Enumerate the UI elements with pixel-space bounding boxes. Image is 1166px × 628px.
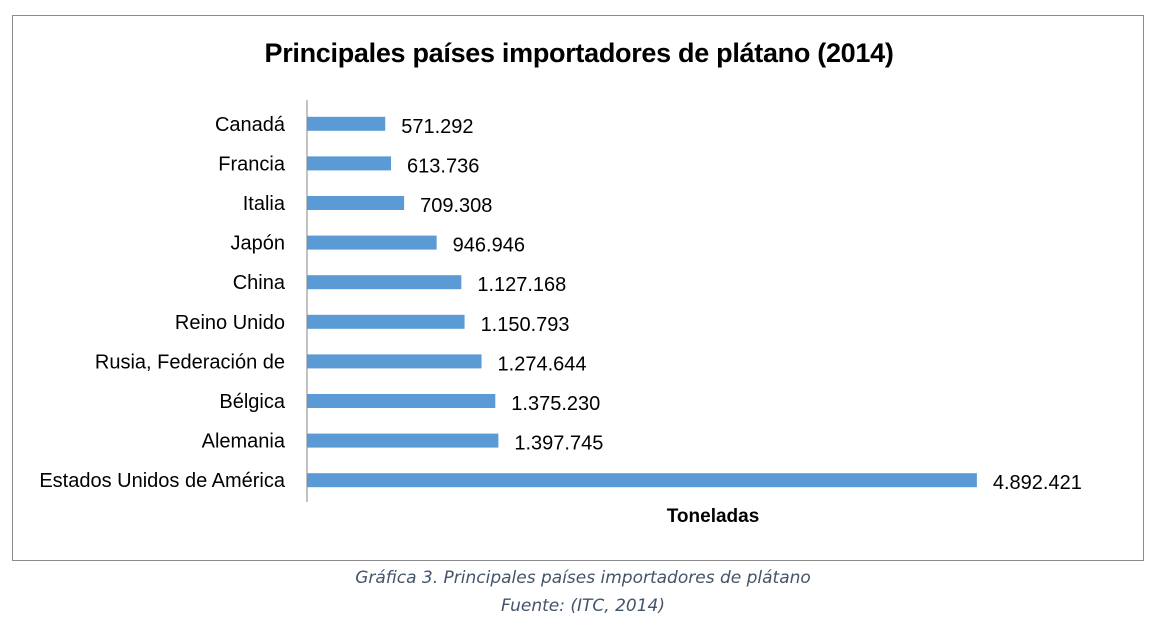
category-label: Alemania xyxy=(202,431,286,453)
value-label: 1.375.230 xyxy=(511,393,600,415)
figure-caption: Gráfica 3. Principales países importador… xyxy=(355,568,811,588)
category-label: Reino Unido xyxy=(175,312,285,334)
category-label: Japón xyxy=(231,233,286,255)
category-label: Bélgica xyxy=(219,391,285,413)
value-label: 1.274.644 xyxy=(498,353,587,375)
bar-2 xyxy=(307,196,405,210)
category-label: Canadá xyxy=(215,114,286,136)
bar-0 xyxy=(307,116,386,131)
bar-3 xyxy=(307,235,437,250)
bar-8 xyxy=(307,433,499,448)
bar-5 xyxy=(307,314,465,329)
bar-9 xyxy=(307,473,977,488)
category-label: Francia xyxy=(218,153,286,175)
chart-title: Principales países importadores de pláta… xyxy=(264,38,894,68)
value-label: 946.946 xyxy=(453,235,525,257)
value-label: 1.150.793 xyxy=(481,314,570,336)
bar-chart: Canadá 571.292 Francia 613.736 Italia 709.308… xyxy=(39,100,1082,502)
category-label: Italia xyxy=(243,193,286,215)
bar-7 xyxy=(307,394,496,408)
value-label: 709.308 xyxy=(420,195,492,217)
figure-source: Fuente: (ITC, 2014) xyxy=(501,596,665,616)
x-axis-label: Toneladas xyxy=(666,506,760,527)
chart-frame: Principales países importadores de pláta… xyxy=(12,15,1144,561)
bar-6 xyxy=(307,354,482,369)
category-label: China xyxy=(233,272,286,294)
bar-1 xyxy=(307,156,392,171)
bar-4 xyxy=(307,275,462,290)
value-label: 4.892.421 xyxy=(993,472,1082,494)
value-label: 1.397.745 xyxy=(514,433,603,455)
value-label: 571.292 xyxy=(401,116,473,138)
category-label: Estados Unidos de América xyxy=(39,470,286,492)
category-label: Rusia, Federación de xyxy=(95,351,285,373)
value-label: 613.736 xyxy=(407,155,479,177)
value-label: 1.127.168 xyxy=(477,274,566,296)
